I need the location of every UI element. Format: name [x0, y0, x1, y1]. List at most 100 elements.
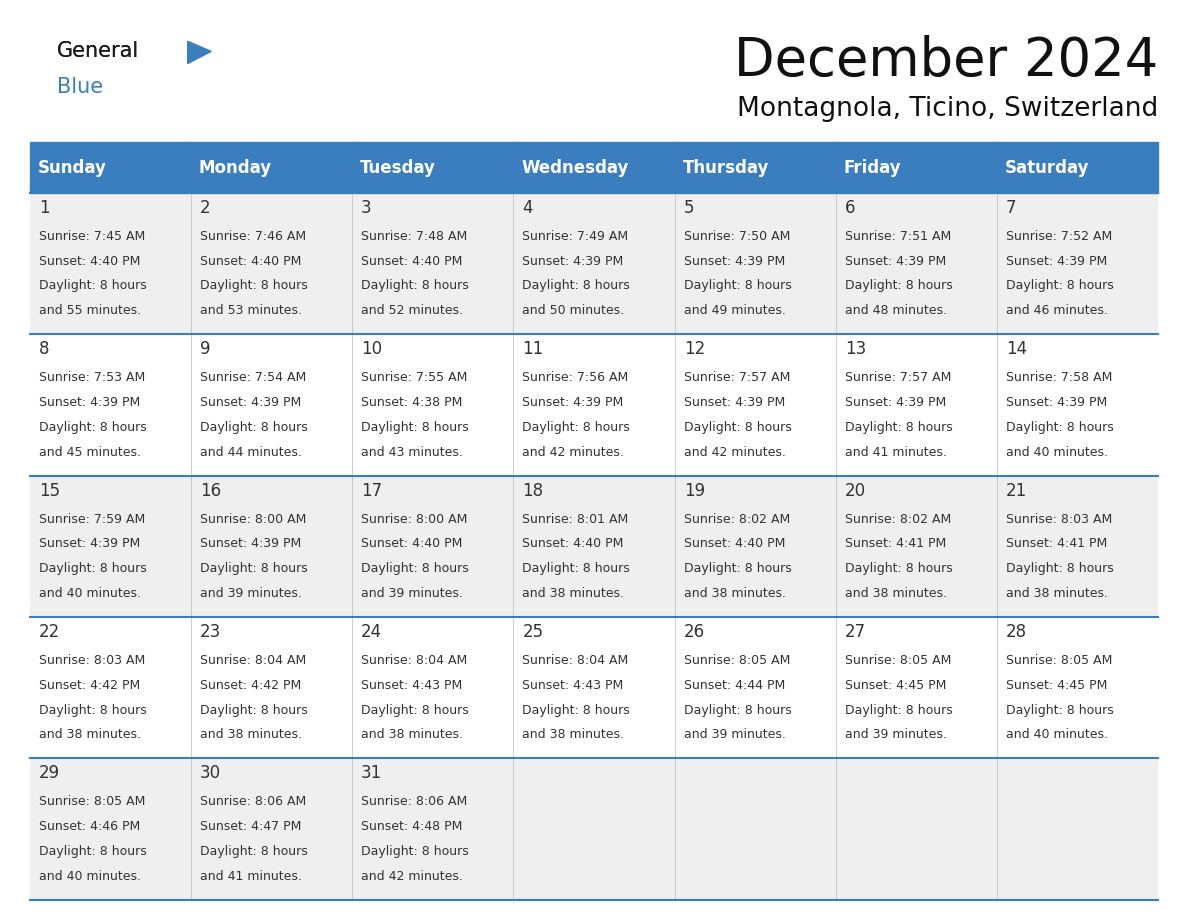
Bar: [352, 334, 513, 476]
Text: 20: 20: [845, 482, 866, 499]
Bar: [352, 617, 513, 758]
Text: Sunrise: 8:05 AM: Sunrise: 8:05 AM: [845, 654, 952, 667]
Text: Sunrise: 7:45 AM: Sunrise: 7:45 AM: [39, 230, 145, 243]
Text: and 38 minutes.: and 38 minutes.: [845, 587, 947, 599]
Text: 28: 28: [1006, 623, 1028, 641]
Text: and 42 minutes.: and 42 minutes.: [683, 445, 785, 458]
Text: Sunset: 4:40 PM: Sunset: 4:40 PM: [683, 537, 785, 551]
Text: Sunrise: 8:04 AM: Sunrise: 8:04 AM: [361, 654, 467, 667]
Text: Sunset: 4:41 PM: Sunset: 4:41 PM: [845, 537, 946, 551]
Text: 29: 29: [39, 765, 59, 782]
Text: Daylight: 8 hours: Daylight: 8 hours: [39, 703, 146, 717]
Text: Daylight: 8 hours: Daylight: 8 hours: [845, 279, 953, 293]
Text: Sunrise: 7:52 AM: Sunrise: 7:52 AM: [1006, 230, 1112, 243]
Text: 16: 16: [200, 482, 221, 499]
Text: Sunset: 4:39 PM: Sunset: 4:39 PM: [523, 396, 624, 409]
Text: and 49 minutes.: and 49 minutes.: [683, 304, 785, 317]
Text: 11: 11: [523, 341, 544, 358]
Bar: [30, 142, 191, 193]
Text: Daylight: 8 hours: Daylight: 8 hours: [200, 845, 308, 858]
Text: Daylight: 8 hours: Daylight: 8 hours: [361, 703, 469, 717]
Text: 18: 18: [523, 482, 544, 499]
Text: Sunrise: 7:53 AM: Sunrise: 7:53 AM: [39, 371, 145, 385]
Text: Sunrise: 8:04 AM: Sunrise: 8:04 AM: [200, 654, 307, 667]
Text: Sunset: 4:40 PM: Sunset: 4:40 PM: [361, 254, 462, 268]
Text: Blue: Blue: [57, 77, 103, 97]
Text: and 50 minutes.: and 50 minutes.: [523, 304, 625, 317]
Text: and 43 minutes.: and 43 minutes.: [361, 445, 463, 458]
Text: Sunset: 4:39 PM: Sunset: 4:39 PM: [523, 254, 624, 268]
Text: Daylight: 8 hours: Daylight: 8 hours: [523, 420, 630, 434]
Text: 24: 24: [361, 623, 383, 641]
Text: 17: 17: [361, 482, 383, 499]
Bar: [191, 334, 352, 476]
Text: 26: 26: [683, 623, 704, 641]
Bar: [513, 758, 675, 900]
Text: Sunrise: 7:49 AM: Sunrise: 7:49 AM: [523, 230, 628, 243]
Text: Sunrise: 7:46 AM: Sunrise: 7:46 AM: [200, 230, 307, 243]
Text: Sunrise: 7:54 AM: Sunrise: 7:54 AM: [200, 371, 307, 385]
Text: Daylight: 8 hours: Daylight: 8 hours: [523, 562, 630, 576]
Text: Daylight: 8 hours: Daylight: 8 hours: [39, 845, 146, 858]
Bar: [352, 476, 513, 617]
Text: and 55 minutes.: and 55 minutes.: [39, 304, 141, 317]
Text: Sunrise: 8:02 AM: Sunrise: 8:02 AM: [683, 512, 790, 526]
Text: 5: 5: [683, 199, 694, 217]
Text: 19: 19: [683, 482, 704, 499]
Text: 14: 14: [1006, 341, 1028, 358]
Text: 15: 15: [39, 482, 59, 499]
Text: Daylight: 8 hours: Daylight: 8 hours: [683, 562, 791, 576]
Text: Montagnola, Ticino, Switzerland: Montagnola, Ticino, Switzerland: [737, 96, 1158, 122]
Bar: [997, 617, 1158, 758]
Text: 30: 30: [200, 765, 221, 782]
Text: Sunset: 4:40 PM: Sunset: 4:40 PM: [39, 254, 140, 268]
Text: Sunrise: 8:06 AM: Sunrise: 8:06 AM: [200, 795, 307, 809]
Text: Sunset: 4:47 PM: Sunset: 4:47 PM: [200, 820, 302, 834]
Text: Daylight: 8 hours: Daylight: 8 hours: [361, 279, 469, 293]
Text: Sunrise: 7:57 AM: Sunrise: 7:57 AM: [845, 371, 952, 385]
Text: Sunrise: 8:00 AM: Sunrise: 8:00 AM: [361, 512, 468, 526]
Text: and 41 minutes.: and 41 minutes.: [200, 869, 302, 882]
Text: Daylight: 8 hours: Daylight: 8 hours: [683, 279, 791, 293]
Text: and 45 minutes.: and 45 minutes.: [39, 445, 140, 458]
Text: and 38 minutes.: and 38 minutes.: [39, 728, 140, 741]
Text: and 40 minutes.: and 40 minutes.: [1006, 728, 1108, 741]
Text: General: General: [57, 41, 139, 62]
Text: Sunset: 4:43 PM: Sunset: 4:43 PM: [361, 678, 462, 692]
Text: Sunrise: 7:48 AM: Sunrise: 7:48 AM: [361, 230, 467, 243]
Bar: [513, 142, 675, 193]
Text: Sunset: 4:40 PM: Sunset: 4:40 PM: [200, 254, 302, 268]
Text: Sunset: 4:38 PM: Sunset: 4:38 PM: [361, 396, 462, 409]
Text: Thursday: Thursday: [683, 159, 769, 176]
Text: 2: 2: [200, 199, 210, 217]
Text: Daylight: 8 hours: Daylight: 8 hours: [845, 703, 953, 717]
Text: Daylight: 8 hours: Daylight: 8 hours: [845, 420, 953, 434]
Text: Sunset: 4:42 PM: Sunset: 4:42 PM: [200, 678, 302, 692]
Text: Sunrise: 8:05 AM: Sunrise: 8:05 AM: [39, 795, 145, 809]
Bar: [836, 193, 997, 334]
Bar: [30, 476, 191, 617]
Text: and 42 minutes.: and 42 minutes.: [361, 869, 463, 882]
Bar: [191, 142, 352, 193]
Bar: [675, 758, 836, 900]
Bar: [675, 193, 836, 334]
Bar: [352, 758, 513, 900]
Bar: [352, 193, 513, 334]
Text: and 39 minutes.: and 39 minutes.: [845, 728, 947, 741]
Text: Sunset: 4:44 PM: Sunset: 4:44 PM: [683, 678, 785, 692]
Text: and 52 minutes.: and 52 minutes.: [361, 304, 463, 317]
Text: Sunrise: 7:59 AM: Sunrise: 7:59 AM: [39, 512, 145, 526]
Text: 4: 4: [523, 199, 533, 217]
Text: and 40 minutes.: and 40 minutes.: [39, 869, 140, 882]
Text: and 39 minutes.: and 39 minutes.: [683, 728, 785, 741]
Text: Sunrise: 8:00 AM: Sunrise: 8:00 AM: [200, 512, 307, 526]
Text: and 38 minutes.: and 38 minutes.: [683, 587, 785, 599]
Bar: [191, 758, 352, 900]
Text: Sunset: 4:39 PM: Sunset: 4:39 PM: [683, 396, 785, 409]
Bar: [836, 142, 997, 193]
Text: Sunset: 4:39 PM: Sunset: 4:39 PM: [39, 396, 140, 409]
Text: Daylight: 8 hours: Daylight: 8 hours: [361, 420, 469, 434]
Text: Daylight: 8 hours: Daylight: 8 hours: [1006, 420, 1114, 434]
Text: 31: 31: [361, 765, 383, 782]
Text: Sunset: 4:39 PM: Sunset: 4:39 PM: [845, 254, 946, 268]
